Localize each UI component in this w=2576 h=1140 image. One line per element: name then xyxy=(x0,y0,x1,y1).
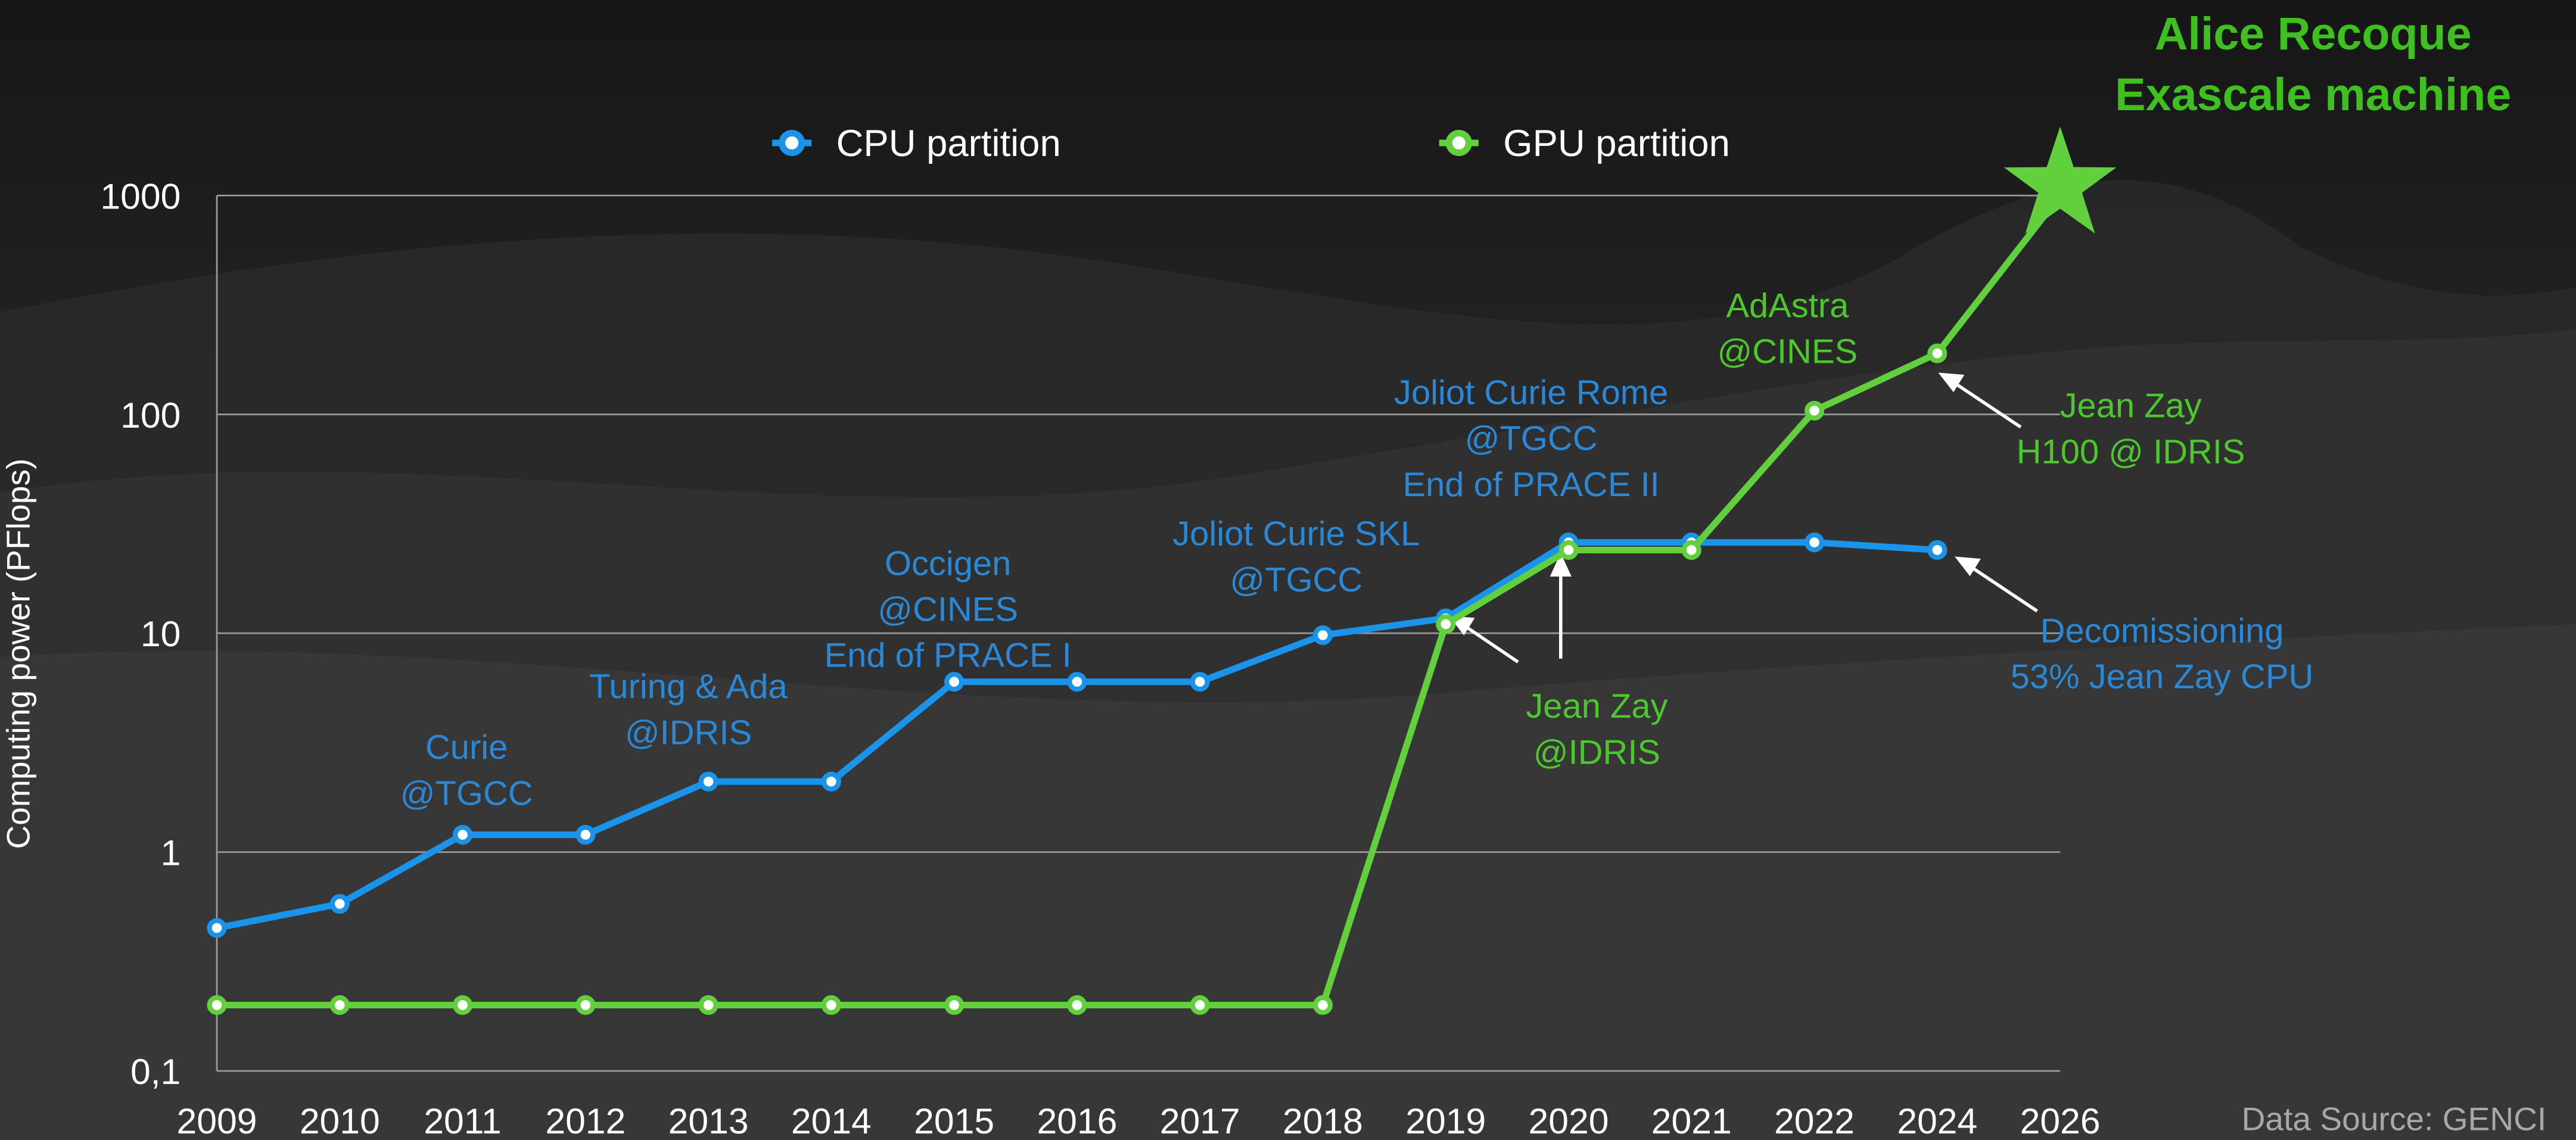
annotation: H100 @ IDRIS xyxy=(2017,433,2245,471)
x-tick-label: 2018 xyxy=(1283,1101,1363,1140)
annotation: @CINES xyxy=(1717,333,1858,371)
y-tick-label: 1000 xyxy=(100,176,181,216)
point-marker xyxy=(207,995,227,1016)
point-marker xyxy=(1190,672,1210,692)
point-marker xyxy=(1312,625,1333,645)
point-marker xyxy=(1927,540,1947,560)
annotation: AdAstra xyxy=(1726,286,1849,325)
arrow-head xyxy=(1448,615,1475,636)
x-tick-label: 2017 xyxy=(1160,1101,1240,1140)
point-marker xyxy=(1927,343,1947,363)
source-note: Data Source: GENCI xyxy=(2242,1100,2547,1137)
x-tick-label: 2015 xyxy=(914,1101,994,1140)
backdrop-hill xyxy=(0,624,2576,1140)
y-tick-label: 10 xyxy=(141,613,181,654)
point-marker xyxy=(1067,995,1087,1016)
point-marker xyxy=(1558,540,1579,560)
x-tick-label: 2026 xyxy=(2020,1101,2101,1140)
annotation: Jean Zay xyxy=(2060,387,2202,425)
annotation: @TGCC xyxy=(1230,561,1362,599)
arrow-head xyxy=(1938,372,1965,393)
arrows xyxy=(1448,372,2039,664)
point-marker xyxy=(1067,672,1087,692)
arrow-head xyxy=(1550,553,1572,577)
x-tick-label: 2014 xyxy=(791,1101,872,1140)
annotation: @TGCC xyxy=(400,774,533,812)
point-marker xyxy=(1681,540,1701,560)
point-marker xyxy=(821,995,841,1016)
annotation: Decomissioning xyxy=(2040,612,2284,650)
point-marker xyxy=(1436,614,1456,634)
x-tick-label: 2024 xyxy=(1897,1101,1977,1140)
annotation: Joliot Curie Rome xyxy=(1394,373,1668,412)
point-marker xyxy=(1312,995,1333,1016)
chart-title: Alice Recoque xyxy=(2155,8,2472,60)
point-marker xyxy=(1190,995,1210,1016)
point-marker xyxy=(575,995,596,1016)
point-marker xyxy=(821,771,841,792)
arrow xyxy=(1461,622,1519,664)
annotation: @IDRIS xyxy=(1533,733,1660,771)
point-marker xyxy=(329,995,350,1016)
x-tick-label: 2009 xyxy=(177,1101,257,1140)
legend-label: CPU partition xyxy=(836,123,1061,164)
legend-marker xyxy=(779,129,805,157)
annotation: Curie xyxy=(425,728,508,767)
point-marker xyxy=(575,824,596,845)
annotation: Turing & Ada xyxy=(589,668,788,706)
point-marker xyxy=(453,824,473,845)
y-tick-label: 100 xyxy=(120,395,181,435)
point-marker xyxy=(944,995,965,1016)
annotation: @CINES xyxy=(878,590,1018,628)
point-marker xyxy=(1805,400,1825,421)
annotation: 53% Jean Zay CPU xyxy=(2011,658,2314,696)
annotation: Occigen xyxy=(885,544,1011,583)
point-marker xyxy=(944,672,965,692)
x-tick-label: 2012 xyxy=(545,1101,626,1140)
annotation: End of PRACE I xyxy=(825,637,1072,675)
legend-marker xyxy=(1445,129,1472,157)
arrow-head xyxy=(1955,556,1981,577)
x-tick-label: 2020 xyxy=(1529,1101,1609,1140)
point-marker xyxy=(1805,532,1825,553)
point-marker xyxy=(698,771,718,792)
x-tick-label: 2010 xyxy=(300,1101,380,1140)
point-marker xyxy=(698,995,718,1016)
point-marker xyxy=(329,894,350,914)
legend-label: GPU partition xyxy=(1503,123,1730,164)
annotation: Jean Zay xyxy=(1526,687,1667,725)
point-marker xyxy=(453,995,473,1016)
x-tick-label: 2011 xyxy=(424,1101,501,1140)
annotation: End of PRACE II xyxy=(1402,466,1659,504)
annotation: @TGCC xyxy=(1465,420,1598,458)
x-tick-label: 2021 xyxy=(1651,1101,1732,1140)
series-line xyxy=(217,193,2063,1008)
x-tick-label: 2013 xyxy=(668,1101,749,1140)
arrow xyxy=(1950,379,2022,429)
x-tick-label: 2019 xyxy=(1405,1101,1486,1140)
arrow xyxy=(1967,563,2039,613)
annotation: @IDRIS xyxy=(625,714,752,752)
chart-title: Exascale machine xyxy=(2115,69,2511,120)
x-tick-label: 2022 xyxy=(1774,1101,1855,1140)
y-tick-label: 1 xyxy=(161,833,181,873)
point-marker xyxy=(207,918,227,938)
annotation: Joliot Curie SKL xyxy=(1172,515,1420,553)
star-marker xyxy=(2003,126,2117,233)
grid xyxy=(216,194,2061,1072)
x-tick-label: 2016 xyxy=(1037,1101,1117,1140)
y-axis-label: Computing power (PFlops) xyxy=(0,459,37,849)
y-tick-label: 0,1 xyxy=(130,1051,181,1092)
